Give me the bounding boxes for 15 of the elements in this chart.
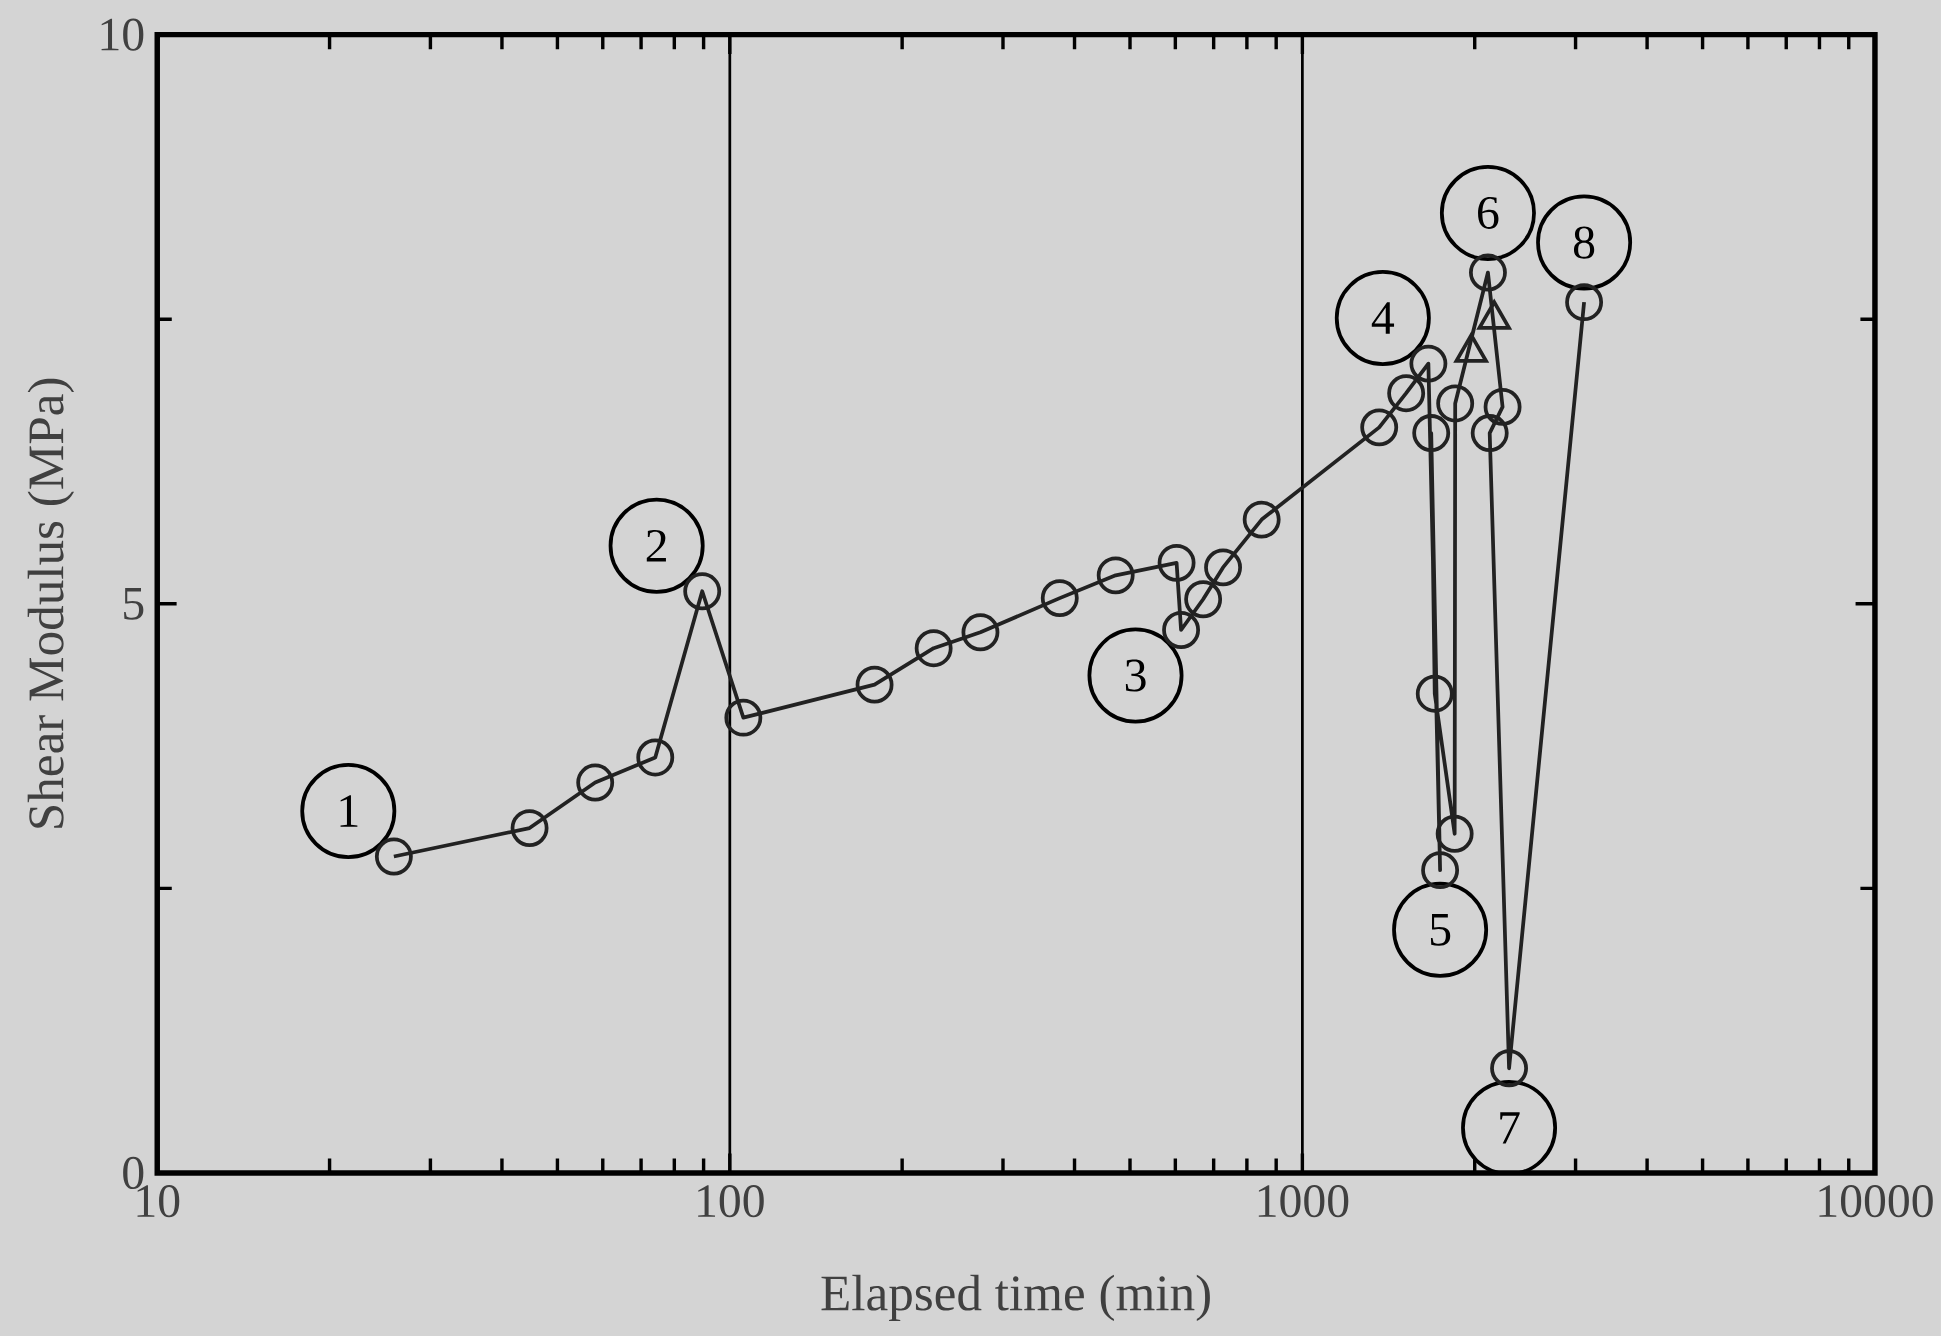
annotation: 5 <box>1430 913 1451 946</box>
x-tick-label: 1000 <box>1258 1184 1349 1218</box>
annotation: 4 <box>1371 302 1395 334</box>
annotation: 3 <box>1125 659 1146 692</box>
y-axis-title: Shear Modulus (MPa) <box>27 378 75 828</box>
x-tick-label: 10000 <box>1819 1184 1933 1218</box>
annotation: 1 <box>340 795 358 827</box>
y-tick-label: 10 <box>101 18 144 51</box>
x-axis-title: Elapsed time (min) <box>821 1274 1210 1321</box>
annotation: 2 <box>646 529 666 562</box>
annotation: 8 <box>1573 226 1595 259</box>
y-tick-label: 5 <box>124 587 144 620</box>
annotation: 7 <box>1500 1112 1520 1144</box>
annotation: 6 <box>1478 196 1499 229</box>
x-tick-label: 100 <box>698 1184 764 1218</box>
